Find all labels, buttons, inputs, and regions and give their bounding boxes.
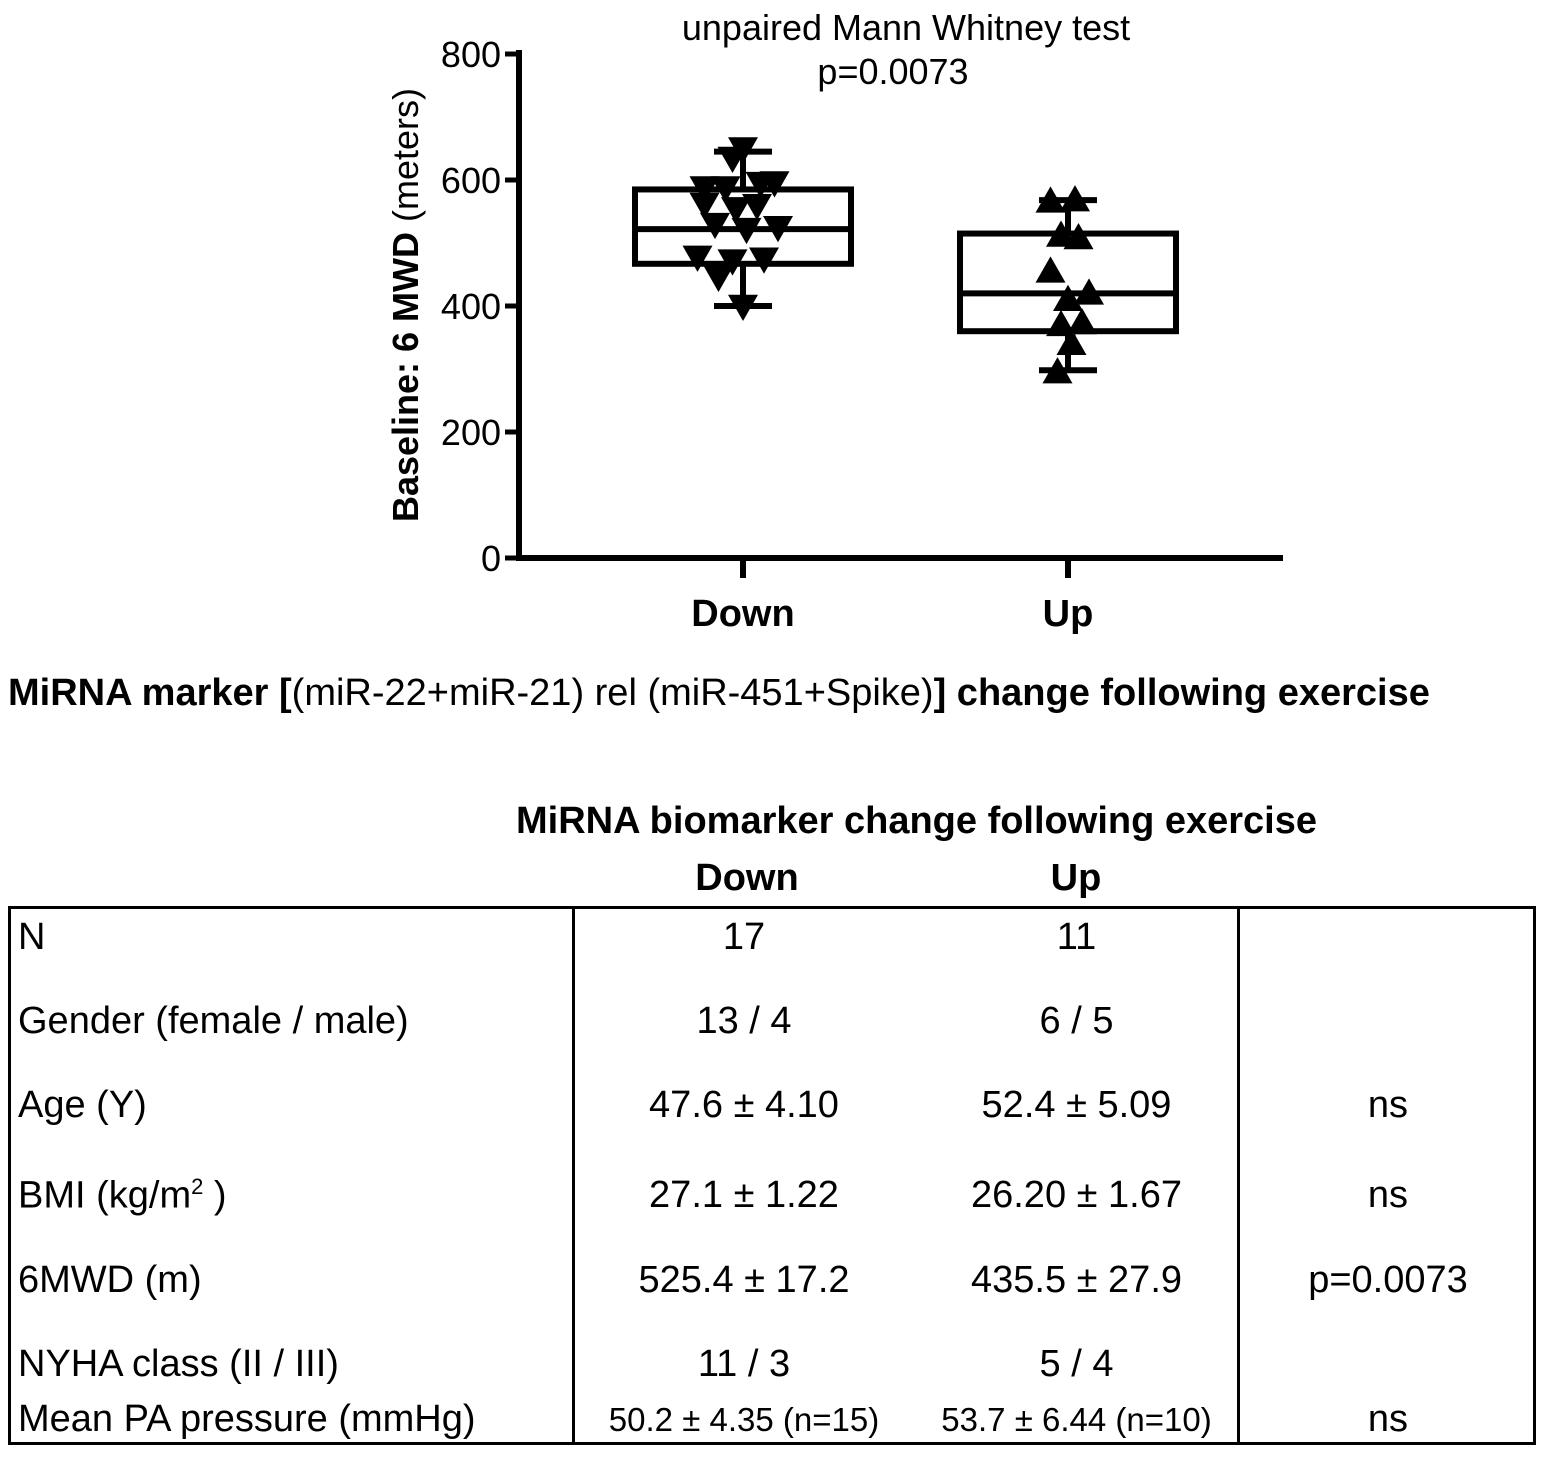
x-tick-label: Down [691, 593, 794, 635]
points-group [682, 137, 1104, 384]
row-label-bmi: BMI (kg/m2 ) [18, 1174, 227, 1218]
data-point-down [742, 193, 772, 221]
data-point-up [1063, 222, 1094, 250]
data-point-down [689, 176, 720, 203]
y-tick-label: 600 [441, 160, 501, 201]
data-point-down [710, 176, 741, 203]
data-point-up [1035, 256, 1066, 283]
table-divider [1237, 906, 1240, 1445]
data-point-down [759, 171, 790, 198]
caption-bold-b: [ [268, 672, 292, 714]
y-tick-label: 200 [441, 412, 501, 453]
cell-significance: p=0.0073 [1308, 1259, 1468, 1301]
caption-bold-c: ] change following exercise [933, 672, 1430, 714]
cell-down: 47.6 ± 4.10 [649, 1084, 839, 1126]
bmi-label-text: BMI (kg/m [18, 1174, 192, 1217]
row-label-nyha: NYHA class (II / III) [18, 1343, 339, 1385]
chart-title: unpaired Mann Whitney test [682, 7, 1130, 48]
cell-up: 53.7 ± 6.44 (n=10) [941, 1401, 1212, 1438]
cell-up: 5 / 4 [1039, 1343, 1114, 1385]
data-point-up [1060, 185, 1090, 212]
cell-up: 11 [1056, 916, 1097, 958]
cell-up: 52.4 ± 5.09 [981, 1084, 1172, 1126]
cell-significance: ns [1367, 1084, 1409, 1126]
box-plot-chart: unpaired Mann Whitney test p=0.0073 0 200… [385, 7, 1283, 635]
cell-significance: ns [1367, 1174, 1409, 1216]
data-point-down [703, 265, 734, 293]
cell-up: 6 / 5 [1039, 1000, 1114, 1042]
cell-down: 525.4 ± 17.2 [638, 1259, 850, 1301]
cell-up: 435.5 ± 27.9 [970, 1259, 1183, 1301]
data-point-down [721, 197, 751, 224]
y-axis-label-units: (meters) [385, 88, 426, 232]
y-tick-label: 800 [441, 34, 501, 75]
cell-down: 17 [722, 916, 766, 958]
data-point-up [1074, 278, 1104, 305]
cell-up: 26.20 ± 1.67 [970, 1174, 1183, 1216]
table-divider [572, 906, 575, 1445]
caption-formula: (miR-22+miR-21) rel (miR-451+Spike) [291, 672, 934, 714]
data-point-down [763, 216, 793, 243]
characteristics-table [8, 906, 1536, 1445]
data-point-up [1035, 186, 1066, 213]
table-heading: MiRNA biomarker change following exercis… [515, 800, 1318, 842]
data-point-down [749, 247, 779, 274]
y-tick-label: 400 [441, 286, 501, 327]
row-label-gender: Gender (female / male) [18, 1000, 409, 1042]
y-axis-label: Baseline: 6 MWD (meters) [385, 88, 426, 522]
data-point-down [682, 245, 713, 272]
data-point-down [717, 146, 748, 173]
row-label-age: Age (Y) [18, 1084, 147, 1126]
cell-down: 50.2 ± 4.35 (n=15) [608, 1401, 880, 1438]
cell-significance: ns [1367, 1398, 1409, 1440]
bmi-superscript: 2 [191, 1174, 204, 1199]
cell-down: 11 / 3 [697, 1343, 791, 1385]
row-label-mean-pa-pressure: Mean PA pressure (mmHg) [18, 1398, 476, 1440]
figure-caption: MiRNA marker [(miR-22+miR-21) rel (miR-4… [8, 672, 1430, 715]
y-axis-label-bold: Baseline: 6 MWD [385, 232, 426, 522]
row-label-6mwd: 6MWD (m) [18, 1259, 202, 1301]
data-point-up [1046, 220, 1076, 247]
data-point-down [689, 192, 720, 219]
axes: 0 200 400 600 800 Down Up [441, 34, 1283, 635]
data-point-down [717, 249, 748, 276]
data-point-up [1042, 357, 1073, 384]
data-point-up [1067, 308, 1097, 335]
column-header-up: Up [1050, 857, 1102, 899]
cell-down: 13 / 4 [696, 1000, 792, 1042]
column-header-down: Down [695, 857, 799, 899]
bmi-label-close: ) [203, 1174, 227, 1217]
y-tick-label: 0 [481, 538, 501, 579]
chart-subtitle: p=0.0073 [817, 51, 968, 92]
cell-down: 27.1 ± 1.22 [649, 1174, 839, 1216]
data-point-up [1056, 328, 1087, 356]
x-tick-label: Up [1043, 593, 1094, 635]
caption-bold-a: MiRNA marker [8, 672, 269, 714]
data-point-down [731, 217, 762, 245]
data-point-down [700, 212, 730, 240]
data-point-down [728, 294, 758, 321]
data-point-up [1046, 309, 1076, 337]
row-label-n: N [18, 916, 46, 958]
